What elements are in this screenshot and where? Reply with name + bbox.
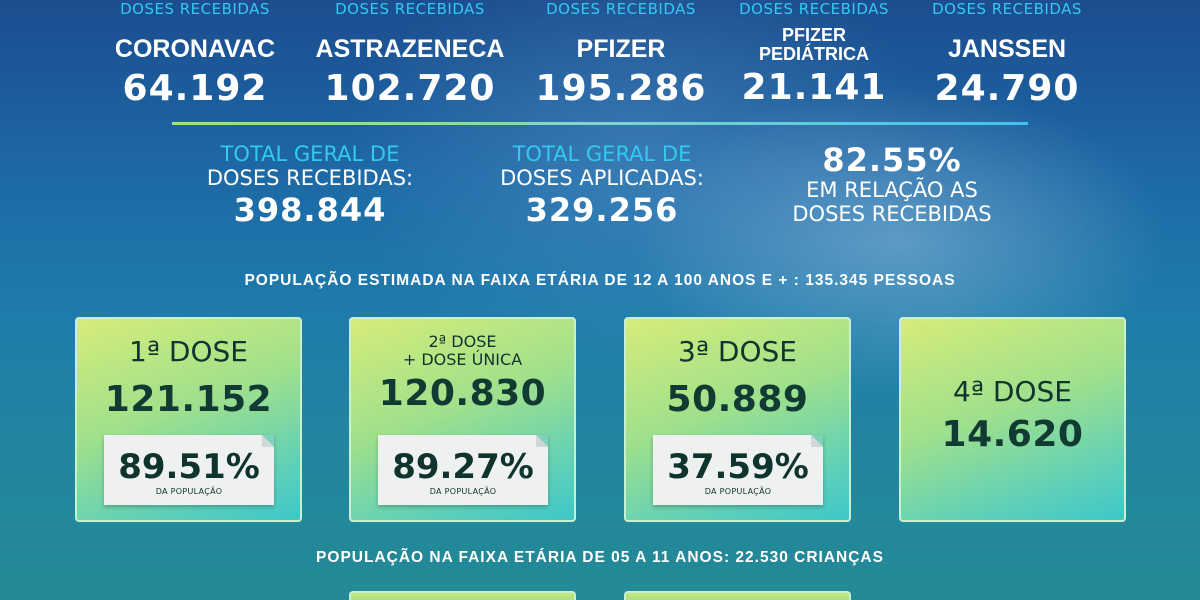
dose-label: 1ª DOSE [129,335,248,368]
total-applied: TOTAL GERAL DE DOSES APLICADAS: 329.256 [472,142,732,230]
dose-value: 14.620 [941,414,1084,455]
dose-value: 50.889 [666,379,809,420]
total-percent-value: 82.55% [822,141,962,179]
vaccine-astrazeneca: DOSES RECEBIDAS ASTRAZENECA 102.720 [300,0,520,109]
dose-label: 3ª DOSE [678,335,797,368]
vaccine-value: 24.790 [934,68,1080,109]
dose-percent-caption: DA POPULAÇÃO [429,487,497,496]
total-applied-line1: TOTAL GERAL DE [512,142,692,166]
dose-percent: 89.51% [118,447,260,487]
dose-percent-caption: DA POPULAÇÃO [155,487,223,496]
dose-card-4: 4ª DOSE 14.620 [899,317,1126,522]
dose-label: 2ª DOSE + DOSE ÚNICA [351,333,574,369]
percent-note: 89.51% DA POPULAÇÃO [104,435,274,505]
population-children-text: POPULAÇÃO NA FAIXA ETÁRIA DE 05 A 11 ANO… [316,549,884,566]
vaccine-name-line2: PEDIÁTRICA [758,44,869,64]
vaccine-caption: DOSES RECEBIDAS [546,0,696,18]
vaccine-caption: DOSES RECEBIDAS [335,0,485,18]
total-applied-line2: DOSES APLICADAS: [500,166,704,190]
vaccine-name: PFIZER PEDIÁTRICA [704,26,924,64]
dose-label: 4ª DOSE [953,375,1072,408]
vaccine-name: JANSSEN [947,35,1067,63]
total-received-value: 398.844 [233,191,387,229]
vaccine-value: 64.192 [122,68,268,109]
child-dose-card-1 [349,591,576,600]
dose-percent: 89.27% [392,447,534,487]
divider-line [172,122,1028,125]
vaccine-caption: DOSES RECEBIDAS [739,0,889,18]
dose-card-1: 1ª DOSE 121.152 89.51% DA POPULAÇÃO [75,317,302,522]
total-percent-line1: EM RELAÇÃO AS [806,178,978,202]
vaccine-pfizer-pediatrica: DOSES RECEBIDAS PFIZER PEDIÁTRICA 21.141 [704,0,924,108]
vaccine-pfizer: DOSES RECEBIDAS PFIZER 195.286 [511,0,731,109]
percent-note: 89.27% DA POPULAÇÃO [378,435,548,505]
total-applied-value: 329.256 [525,191,679,229]
total-percent-line2: DOSES RECEBIDAS [792,202,992,226]
dose-value: 120.830 [378,373,547,414]
dose-label-line1: 2ª DOSE [428,332,497,351]
vaccine-name: ASTRAZENECA [315,35,505,63]
percent-note: 37.59% DA POPULAÇÃO [653,435,823,505]
dose-value: 121.152 [104,379,273,420]
total-received: TOTAL GERAL DE DOSES RECEBIDAS: 398.844 [180,142,440,230]
dose-card-2: 2ª DOSE + DOSE ÚNICA 120.830 89.27% DA P… [349,317,576,522]
total-received-line2: DOSES RECEBIDAS: [206,166,414,190]
dose-label-line2: + DOSE ÚNICA [402,350,523,369]
vaccine-caption: DOSES RECEBIDAS [932,0,1082,18]
vaccine-value: 102.720 [324,68,496,109]
vaccine-caption: DOSES RECEBIDAS [120,0,270,18]
vaccine-name: CORONAVAC [114,35,276,63]
dose-card-3: 3ª DOSE 50.889 37.59% DA POPULAÇÃO [624,317,851,522]
dose-percent: 37.59% [667,447,809,487]
total-received-line1: TOTAL GERAL DE [220,142,400,166]
total-percent: 82.55% EM RELAÇÃO AS DOSES RECEBIDAS [762,142,1022,226]
vaccine-coronavac: DOSES RECEBIDAS CORONAVAC 64.192 [85,0,305,109]
dose-percent-caption: DA POPULAÇÃO [704,487,772,496]
child-dose-card-2 [624,591,851,600]
population-adult-text: POPULAÇÃO ESTIMADA NA FAIXA ETÁRIA DE 12… [244,272,956,289]
vaccine-value: 21.141 [741,67,887,108]
vaccine-name: PFIZER [576,35,666,63]
vaccine-name-line1: PFIZER [781,25,846,45]
vaccine-janssen: DOSES RECEBIDAS JANSSEN 24.790 [897,0,1117,109]
vaccine-value: 195.286 [535,68,707,109]
